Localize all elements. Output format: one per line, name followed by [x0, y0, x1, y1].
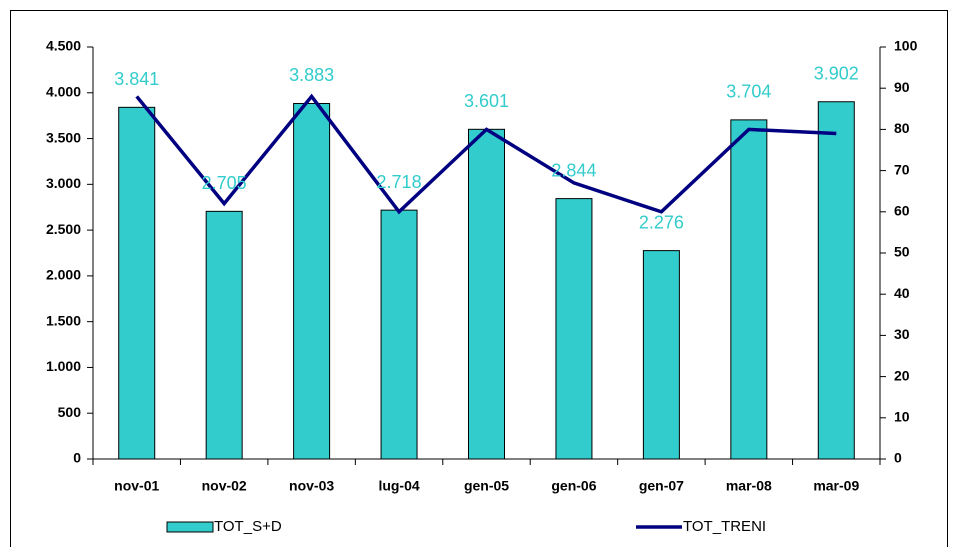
- y-tick-label: 3.000: [46, 175, 81, 191]
- y2-tick-label: 30: [894, 326, 910, 342]
- y2-tick-label: 90: [894, 79, 910, 95]
- bar: [555, 198, 593, 460]
- y-tick-label: 2.000: [46, 267, 81, 283]
- legend-swatch: [166, 521, 214, 533]
- x-tick-label: gen-06: [551, 478, 596, 494]
- y2-tick-label: 50: [894, 244, 910, 260]
- y2-tick-label: 70: [894, 161, 910, 177]
- bar: [468, 128, 505, 460]
- y-tick-label: 0: [73, 450, 81, 466]
- x-tick-label: lug-04: [378, 478, 419, 494]
- y-tick-label: 4.000: [46, 83, 81, 99]
- value-label: 3.883: [289, 65, 334, 85]
- bar: [293, 102, 331, 460]
- y2-tick-label: 10: [894, 409, 910, 425]
- y-tick-label: 1.000: [46, 358, 81, 374]
- x-tick-label: mar-09: [813, 478, 859, 494]
- line: [135, 93, 837, 215]
- y2-tick-label: 0: [894, 450, 902, 466]
- legend-label: TOT_TRENI: [683, 518, 766, 535]
- value-label: 3.601: [464, 91, 509, 111]
- y-tick-label: 1.500: [46, 312, 81, 328]
- x-tick-label: gen-07: [639, 478, 684, 494]
- chart-border: [10, 10, 948, 547]
- y2-tick-label: 80: [894, 120, 910, 136]
- y-tick-label: 2.500: [46, 221, 81, 237]
- bar: [817, 101, 855, 460]
- y2-tick-label: 100: [894, 38, 918, 54]
- y2-tick-label: 20: [894, 367, 910, 383]
- bar: [642, 250, 680, 460]
- x-tick-label: gen-05: [464, 478, 509, 494]
- value-label: 3.841: [114, 69, 159, 89]
- value-label: 2.844: [551, 160, 596, 180]
- y-tick-label: 3.500: [46, 129, 81, 145]
- x-tick-label: nov-03: [289, 478, 334, 494]
- y-tick-label: 500: [58, 404, 82, 420]
- x-tick-label: mar-08: [726, 478, 772, 494]
- bar: [380, 209, 418, 460]
- value-label: 2.276: [639, 212, 684, 232]
- value-label: 3.704: [726, 82, 771, 102]
- bar: [118, 106, 156, 460]
- value-label: 3.902: [814, 64, 859, 84]
- y2-tick-label: 40: [894, 285, 910, 301]
- value-label: 2.705: [202, 173, 247, 193]
- y2-tick-label: 60: [894, 203, 910, 219]
- y-tick-label: 4.500: [46, 38, 81, 54]
- value-label: 2.718: [377, 172, 422, 192]
- x-tick-label: nov-02: [202, 478, 247, 494]
- bar: [205, 210, 243, 460]
- bar: [730, 119, 768, 460]
- x-tick-label: nov-01: [114, 478, 159, 494]
- legend-label: TOT_S+D: [214, 518, 282, 535]
